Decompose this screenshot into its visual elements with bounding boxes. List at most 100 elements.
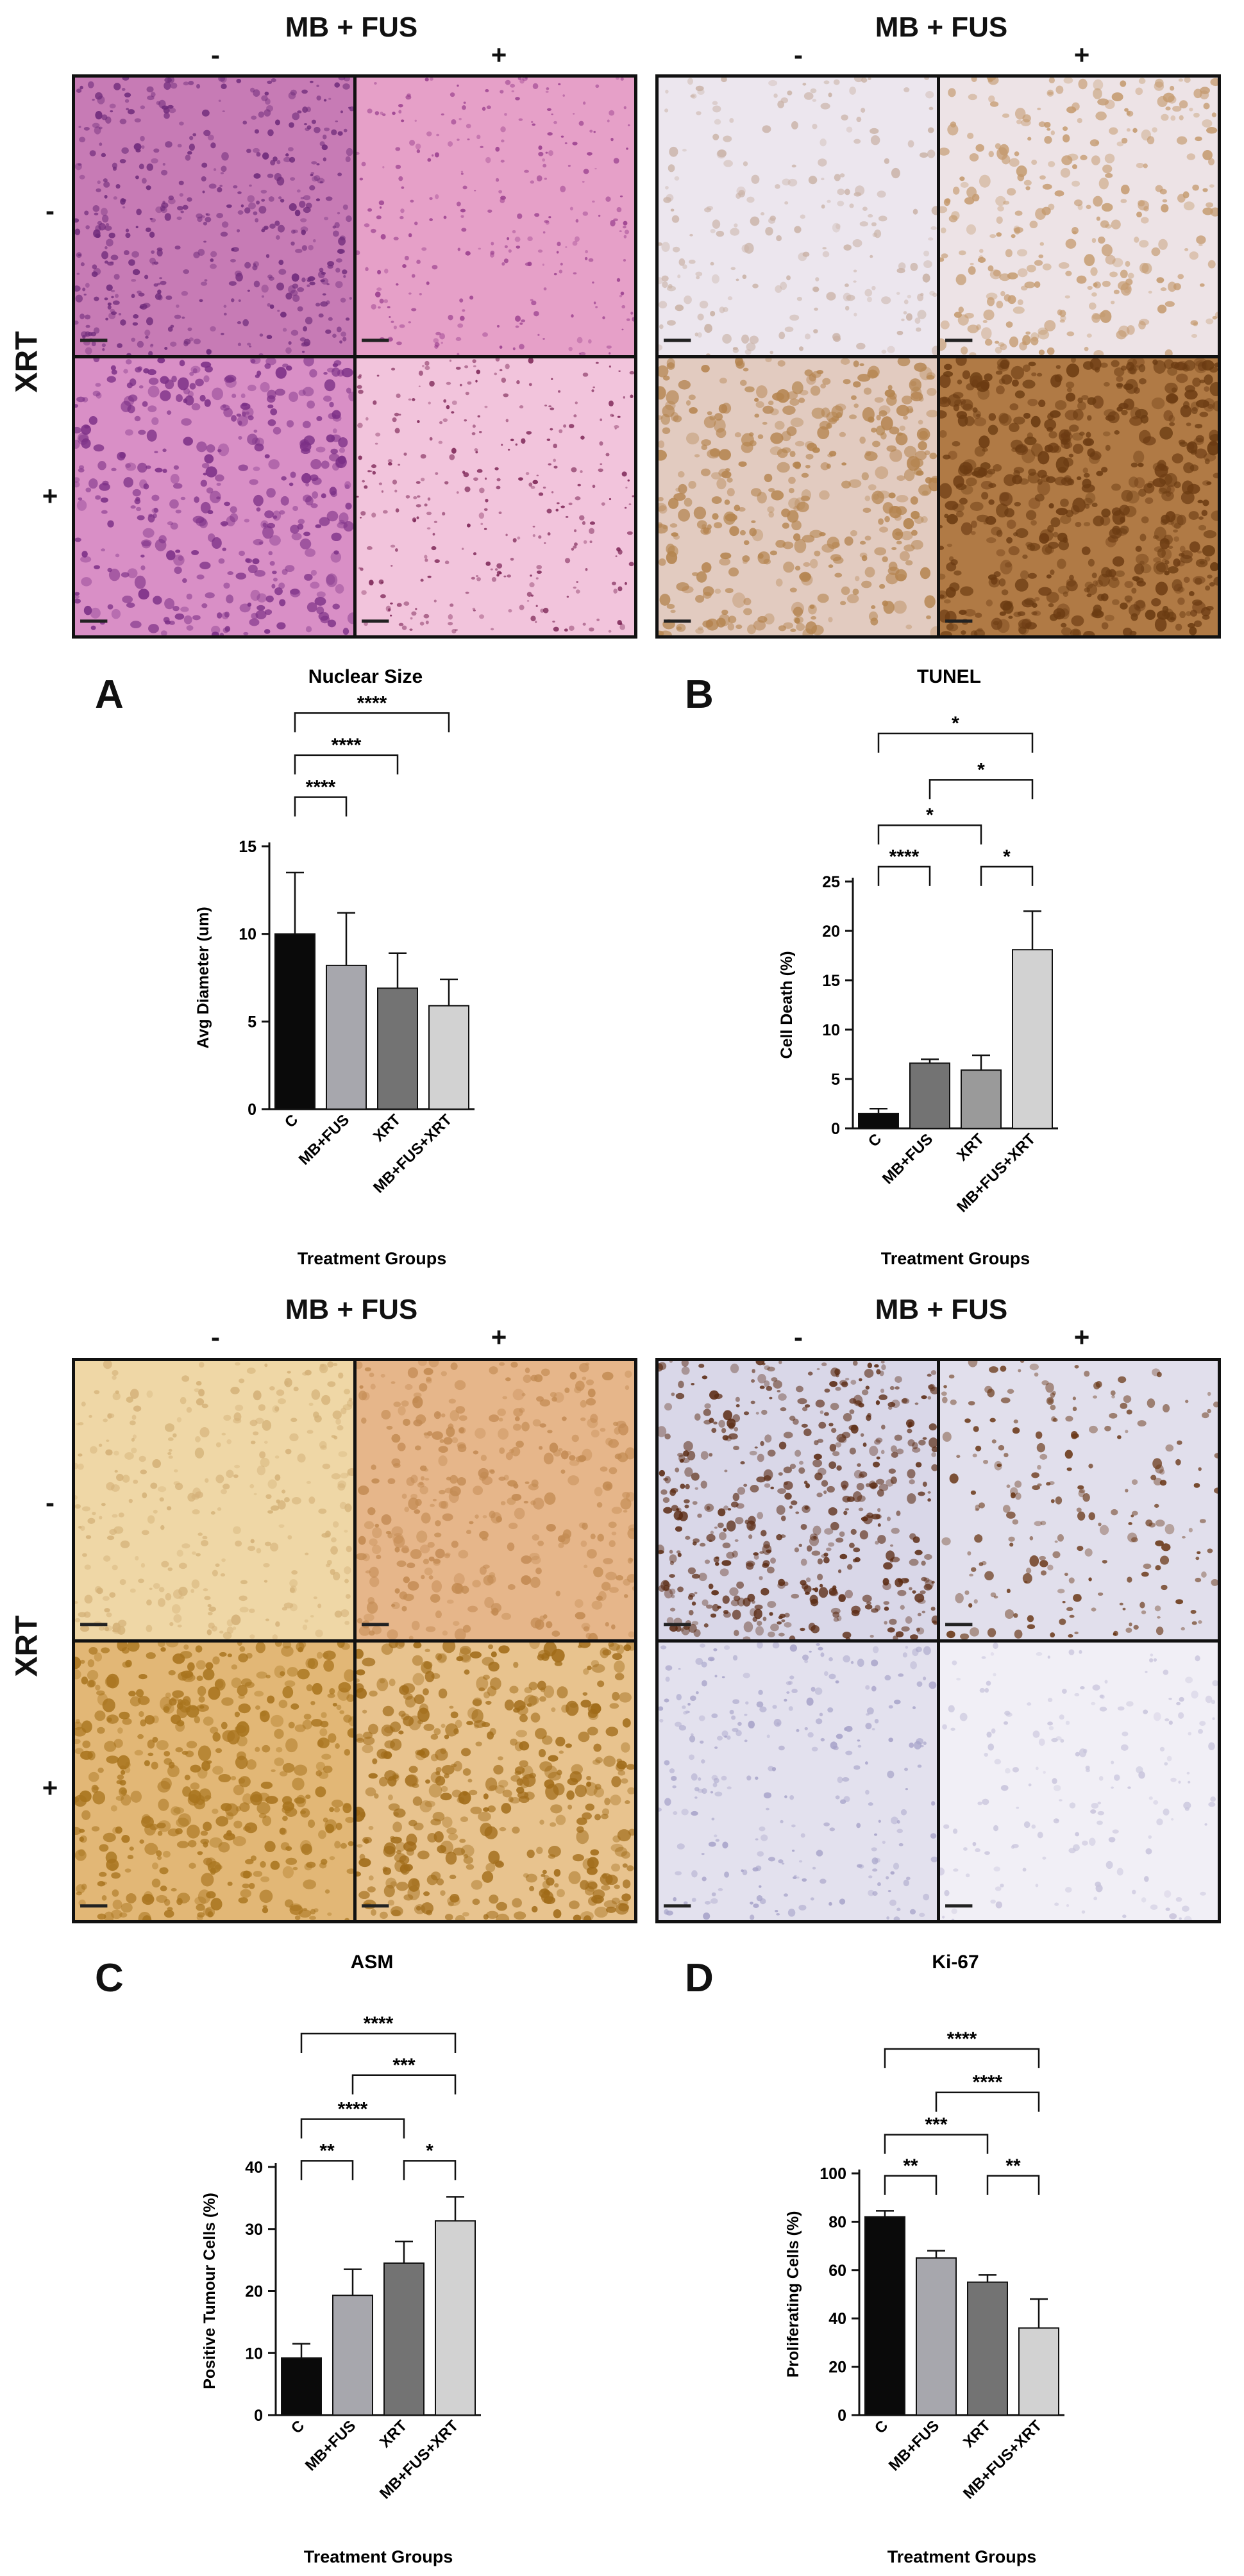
scale-bar [664,339,691,342]
significance-bracket [929,779,1034,799]
block1-minus-label: - [211,40,220,70]
y-tick-label: 15 [239,838,256,856]
category-label: XRT [954,1130,988,1164]
bar [864,2216,905,2416]
bar [967,2281,1008,2416]
y-tick-label: 10 [239,926,256,944]
y-axis-label: Cell Death (%) [778,951,796,1058]
tile-mbfus-minus-xrt-plus [75,1642,353,1920]
significance-label: **** [364,2013,394,2034]
significance-bracket [351,2074,457,2095]
bar [383,2262,424,2416]
nuclear-size-chart: Nuclear Size 0 5 10 15 Avg Diameter (um) CMB+F… [194,666,475,1268]
category-label: MB+FUS [296,1111,353,1168]
y-axis-label: Positive Tumour Cells (%) [201,2193,219,2389]
block3-header: MB + FUS [285,1294,418,1325]
scale-bar [80,619,108,623]
significance-bracket [294,796,348,817]
significance-label: **** [357,692,387,714]
chart-title: TUNEL [917,666,981,687]
significance-label: * [426,2140,433,2161]
scale-bar [361,619,389,623]
scale-bar [361,339,389,342]
tile-mbfus-plus-xrt-minus [939,78,1218,355]
bar [435,2220,476,2416]
scale-bar [664,1903,691,1907]
y-tick-label: 5 [248,1013,256,1031]
significance-label: ** [903,2155,918,2177]
scale-bar [80,339,108,342]
tile-mbfus-plus-xrt-plus [356,1642,634,1920]
significance-label: **** [332,735,362,756]
significance-bracket [935,2091,1040,2112]
y-tick-label: 0 [254,2407,263,2425]
significance-label: * [1003,846,1011,867]
asm-chart: ASM 0 10 20 30 40 Positive Tumour Cells (%) CMB… [201,1952,481,2566]
bar [858,1112,899,1130]
category-label: C [871,2417,891,2437]
y-tick-label: 5 [831,1071,840,1089]
significance-label: ** [1005,2155,1021,2177]
category-label: XRT [376,2417,410,2451]
significance-label: **** [889,846,920,867]
bar [377,987,418,1110]
scale-bar [664,619,691,623]
block1-plus-label: + [491,40,507,70]
significance-bracket [403,2160,457,2180]
x-axis-label: Treatment Groups [304,2547,453,2566]
tile-mbfus-minus-xrt-minus [659,1361,937,1639]
tile-mbfus-minus-xrt-minus [75,1361,353,1639]
tile-mbfus-plus-xrt-minus [356,78,634,355]
tile-mbfus-minus-xrt-minus [659,78,937,355]
significance-bracket [300,2032,457,2053]
ki67-micrograph-panel [655,1358,1221,1923]
block3-minus-label: - [211,1322,220,1352]
tile-mbfus-plus-xrt-minus [939,1361,1218,1639]
y-tick-label: 20 [822,923,840,941]
xrt-row-title-bottom: XRT [10,1615,44,1677]
block4-header: MB + FUS [875,1294,1008,1325]
y-tick-label: 0 [837,2407,846,2425]
significance-label: * [952,713,959,734]
significance-bracket [884,2175,937,2195]
ki67-chart: Ki-67 0 20 40 60 80 100 Proliferating Cells (%)… [784,1952,1064,2566]
scale-bar [945,1903,972,1907]
bar [1012,949,1053,1129]
category-label: XRT [370,1111,404,1145]
bar [332,2295,373,2416]
category-label: C [865,1130,885,1150]
block1-header: MB + FUS [285,12,418,43]
category-label: C [282,1111,301,1131]
significance-label: **** [306,776,336,798]
bar [961,1069,1002,1130]
row-minus-label-bottom: - [46,1487,55,1518]
significance-label: ** [319,2140,335,2161]
tunel-micrograph-panel [655,74,1221,639]
scale-bar [664,1623,691,1627]
significance-label: *** [925,2114,947,2136]
significance-bracket [294,754,399,774]
y-tick-label: 40 [245,2159,263,2177]
x-axis-label: Treatment Groups [881,1249,1030,1268]
x-axis-label: Treatment Groups [887,2547,1037,2566]
significance-label: *** [392,2055,415,2076]
tile-mbfus-minus-xrt-plus [659,358,937,635]
significance-label: **** [338,2099,368,2120]
y-tick-label: 20 [828,2359,846,2377]
block2-plus-label: + [1073,40,1090,70]
bar [326,964,367,1110]
y-tick-label: 30 [245,2221,263,2239]
y-tick-label: 100 [820,2165,846,2183]
y-tick-label: 80 [828,2213,846,2231]
tile-mbfus-plus-xrt-plus [939,358,1218,635]
y-tick-label: 60 [828,2262,846,2280]
block4-plus-label: + [1073,1322,1090,1352]
chart-title: Ki-67 [932,1952,979,1973]
y-tick-label: 20 [245,2283,263,2301]
bar [1018,2327,1059,2416]
y-tick-label: 10 [822,1021,840,1039]
significance-bracket [300,2160,354,2180]
scale-bar [361,1903,389,1907]
block2-header: MB + FUS [875,12,1008,43]
